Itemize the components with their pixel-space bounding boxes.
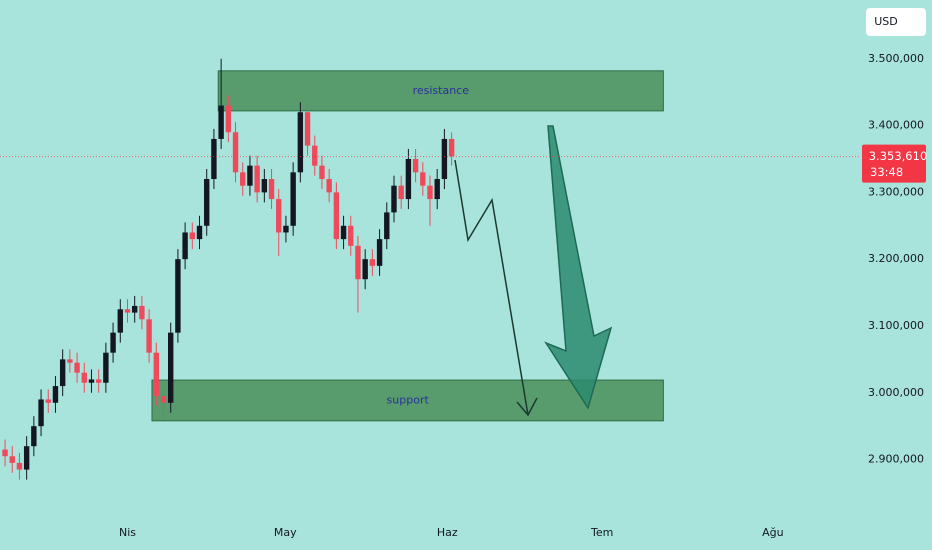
candle-body (441, 138, 448, 180)
y-tick-label: 3.100,000 (868, 319, 924, 332)
candle-body (261, 179, 268, 193)
candle-body (420, 172, 426, 186)
candle-body (182, 232, 188, 260)
candle-body (340, 225, 347, 240)
last-price-tag (862, 144, 926, 183)
candle-body (434, 179, 440, 200)
candle-body (146, 319, 152, 353)
y-tick-label: 3.300,000 (868, 185, 924, 198)
candle-body (196, 225, 203, 240)
candle-body (31, 426, 37, 447)
candle-body (2, 449, 8, 457)
countdown: 33:48 (870, 165, 903, 179)
candle-body (391, 185, 397, 213)
y-tick-label: 3.500,000 (868, 52, 924, 65)
candle-body (175, 259, 181, 333)
candle-body (304, 112, 311, 146)
candle-body (204, 179, 210, 226)
candle-body (369, 259, 376, 266)
y-tick-label: 3.200,000 (868, 252, 924, 265)
candles (2, 58, 455, 480)
candle-body (240, 172, 246, 186)
x-tick-label: Tem (590, 526, 613, 539)
candle-body (348, 225, 354, 246)
y-tick-label: 2.900,000 (868, 453, 924, 466)
x-tick-label: May (274, 526, 297, 539)
candle-body (398, 185, 404, 200)
candle-body (74, 362, 80, 373)
big-down-arrow (544, 125, 613, 410)
candle-body (362, 259, 368, 280)
x-tick-label: Ağu (762, 526, 783, 539)
candle-body (189, 232, 196, 240)
candle-body (117, 309, 123, 333)
candle-body (283, 225, 289, 233)
candle-body (268, 179, 275, 200)
candle-body (168, 332, 174, 403)
candle-body (16, 462, 23, 470)
candle-body (326, 179, 332, 193)
candle-body (81, 372, 87, 383)
zone-label: support (387, 393, 430, 406)
axes: 2.900,000 3.000,000 3.100,000 3.200,000 3.30… (0, 52, 927, 539)
candle-body (427, 185, 433, 200)
candle-body (225, 105, 232, 133)
candle-body (254, 165, 260, 193)
zone-label: resistance (413, 84, 470, 97)
candle-body (319, 165, 325, 180)
candle-body (153, 352, 159, 397)
candle-body (131, 305, 138, 313)
zone (217, 70, 664, 112)
candle-body (139, 305, 145, 320)
candle-body (312, 145, 318, 166)
currency: USD (874, 15, 898, 28)
candle-body (9, 456, 15, 463)
y-tick-label: 3.400,000 (868, 119, 924, 132)
candle-body (355, 245, 361, 280)
candle-body (247, 165, 253, 186)
projection-arrowhead (516, 397, 538, 417)
candle-body (376, 239, 383, 266)
candle-body (160, 396, 167, 403)
candle-body (232, 132, 239, 173)
candle-body (211, 138, 217, 180)
candle-body (88, 379, 95, 383)
candle-body (67, 359, 73, 363)
candle-body (297, 112, 304, 173)
candle-body (448, 138, 455, 157)
y-tick-label: 3.000,000 (868, 386, 924, 399)
candle-body (38, 399, 44, 427)
candle-body (124, 309, 131, 313)
candle-body (23, 446, 30, 470)
candle-body (405, 158, 412, 200)
candle-body (290, 172, 296, 226)
candle-body (45, 399, 51, 403)
candle-body (276, 199, 282, 233)
x-tick-label: Nis (119, 526, 136, 539)
candle-body (384, 212, 390, 240)
candle-body (95, 379, 102, 383)
candle-body (110, 332, 116, 353)
candle-body (52, 386, 59, 403)
x-tick-label: Haz (437, 526, 458, 539)
candle-body (103, 352, 109, 383)
candle-body (333, 192, 340, 240)
last-price-label: 3.353,610 (869, 149, 928, 163)
projection-line (454, 159, 529, 416)
candle-body (59, 359, 66, 387)
candle-body (218, 105, 224, 139)
currency-box (866, 8, 926, 36)
candle-body (412, 158, 419, 173)
